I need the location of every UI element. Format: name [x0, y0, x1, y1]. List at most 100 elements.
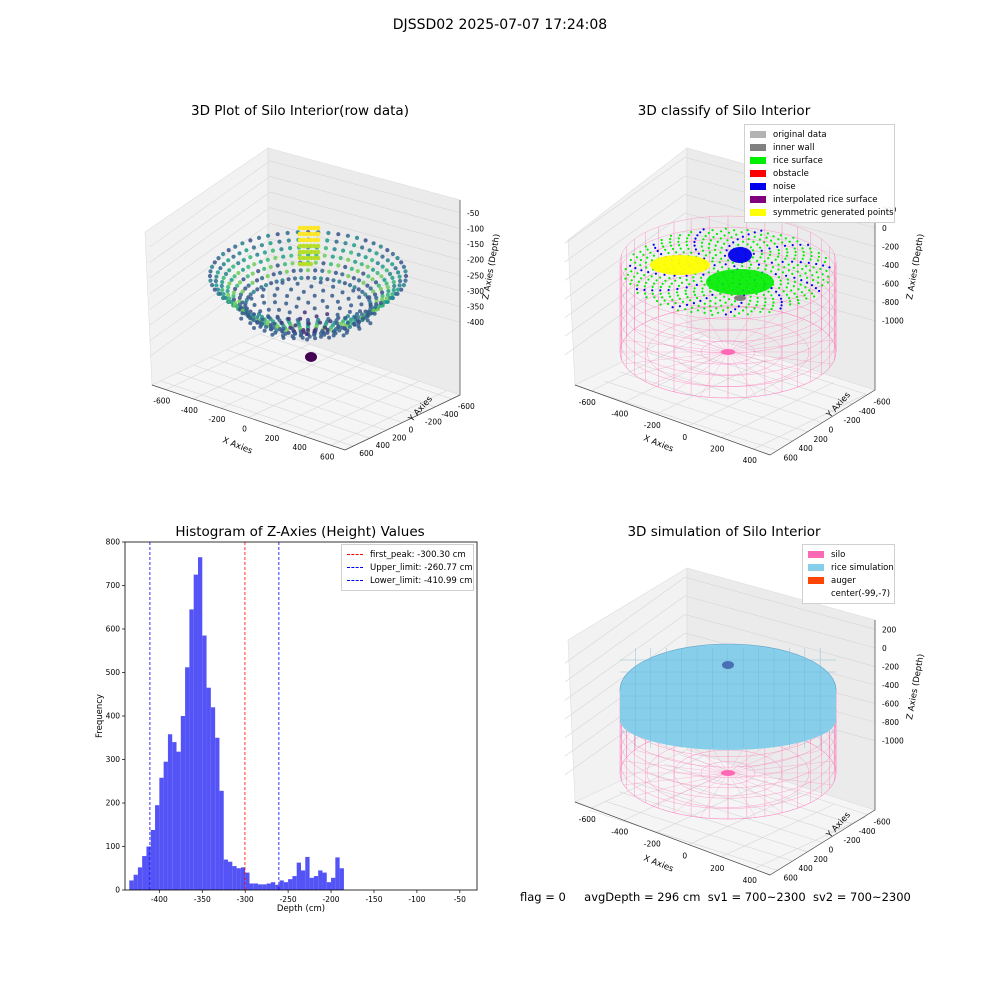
raw-z-tick-label: -50 [467, 209, 479, 218]
histogram-bar [146, 846, 151, 890]
sim-z-tick-label: -400 [882, 681, 899, 690]
legend-line-swatch [347, 567, 363, 568]
sim-x-tick-label: 200 [710, 864, 725, 873]
legend-label: Lower_limit: -410.99 cm [370, 575, 473, 586]
legend-swatch [808, 590, 824, 597]
avg-depth-value: avgDepth = 296 cm [584, 890, 701, 904]
classify-plot-title: 3D classify of Silo Interior [637, 103, 811, 119]
raw-point-cloud [207, 225, 409, 362]
legend-label: original data [773, 129, 827, 140]
histogram-bar [228, 861, 233, 890]
raw-y-tick-label: 400 [376, 441, 391, 450]
hist-x-tick-label: -250 [280, 895, 297, 904]
histogram-bars [129, 557, 344, 891]
histogram-bar [219, 790, 224, 890]
histogram-bar [210, 707, 216, 890]
histogram-legend-item: Lower_limit: -410.99 cm [347, 574, 472, 587]
cls-z-tick-label: -200 [882, 242, 899, 251]
raw-z-tick-label: -250 [467, 271, 484, 280]
legend-swatch [750, 144, 766, 151]
histogram-bar [202, 635, 207, 890]
hist-y-tick-label: 700 [106, 581, 121, 590]
histogram-bar [189, 609, 194, 890]
hist-x-tick-label: -100 [408, 895, 425, 904]
raw-x-label: X Axies [221, 436, 254, 457]
histogram-bar [180, 716, 186, 890]
legend-label: symmetric generated points [773, 207, 894, 218]
hist-x-tick-label: -50 [454, 895, 466, 904]
legend-swatch [750, 196, 766, 203]
classify-point-cloud [624, 227, 831, 317]
hist-y-label: Frequency [95, 694, 105, 738]
histogram-legend-item: first_peak: -300.30 cm [347, 548, 468, 561]
cls-y-tick-label: 200 [814, 435, 829, 444]
histogram-bar [245, 872, 250, 890]
cls-y-tick-label: -200 [844, 416, 861, 425]
histogram-legend-item: Upper_limit: -260.77 cm [347, 561, 473, 574]
legend-label: interpolated rice surface [773, 194, 878, 205]
raw-y-tick-label: 200 [392, 433, 407, 442]
sim-z-tick-label: 200 [882, 625, 897, 634]
hist-y-tick-label: 100 [106, 842, 121, 851]
legend-swatch [750, 131, 766, 138]
legend-label: rice surface [773, 155, 823, 166]
histogram-bar [236, 868, 241, 890]
legend-item: center(-99,-7) [808, 587, 890, 600]
cls-x-tick-label: -200 [644, 421, 661, 430]
raw-z-tick-label: -350 [467, 303, 484, 312]
sim-z-tick-label: -600 [882, 700, 899, 709]
status-footer: flag = 0 avgDepth = 296 cm sv1 = 700~230… [520, 890, 911, 904]
legend-item: noise [750, 180, 889, 193]
cls-y-tick-label: 400 [799, 444, 814, 453]
histogram-bar [249, 883, 254, 890]
histogram-bar [313, 876, 319, 890]
legend-label: silo [831, 549, 846, 560]
raw-x-tick-label: 600 [320, 452, 335, 461]
histogram-bar [176, 751, 181, 890]
histogram-bar [305, 856, 310, 890]
histogram-bar [270, 882, 276, 890]
legend-label: first_peak: -300.30 cm [370, 549, 466, 560]
histogram-bar [215, 737, 220, 890]
raw-x-tick-label: -200 [208, 415, 225, 424]
histogram-bar [266, 883, 271, 890]
legend-swatch [808, 551, 824, 558]
histogram-bar [288, 879, 293, 891]
legend-item: original data [750, 128, 889, 141]
legend-item: rice simulation [808, 561, 894, 574]
legend-label: rice simulation [831, 562, 894, 573]
sim-z-tick-label: 0 [882, 644, 887, 653]
histogram-bar [159, 777, 164, 890]
sim-x-tick-label: -600 [579, 815, 596, 824]
raw-y-tick-label: 0 [409, 426, 414, 435]
histogram-bar [292, 876, 297, 890]
flag-value: flag = 0 [520, 890, 566, 904]
hist-y-tick-label: 0 [115, 886, 120, 895]
raw-z-tick-label: -300 [467, 287, 484, 296]
hist-x-tick-label: -300 [237, 895, 254, 904]
raw-y-tick-label: -600 [458, 402, 475, 411]
sim-y-tick-label: -400 [859, 827, 876, 836]
sim-z-tick-label: -1000 [882, 737, 904, 746]
raw-z-tick-label: -100 [467, 224, 484, 233]
hist-x-tick-label: -400 [151, 895, 168, 904]
histogram-bar [193, 574, 198, 891]
legend-item: obstacle [750, 167, 889, 180]
legend-item: rice surface [750, 154, 889, 167]
histogram-legend: first_peak: -300.30 cm Upper_limit: -260.… [341, 544, 474, 591]
raw-z-tick-label: -150 [467, 240, 484, 249]
histogram-bar [137, 867, 143, 890]
cls-z-tick-label: -1000 [882, 317, 904, 326]
histogram-bar [223, 859, 229, 890]
raw-plot-title: 3D Plot of Silo Interior(row data) [191, 103, 409, 119]
sim-x-tick-label: 0 [682, 852, 687, 861]
legend-swatch [750, 183, 766, 190]
histogram-bar [163, 761, 168, 890]
hist-y-tick-label: 400 [106, 712, 121, 721]
sim-x-tick-label: 400 [743, 876, 758, 885]
sv2-value: sv2 = 700~2300 [812, 890, 911, 904]
hist-x-tick-label: -200 [323, 895, 340, 904]
